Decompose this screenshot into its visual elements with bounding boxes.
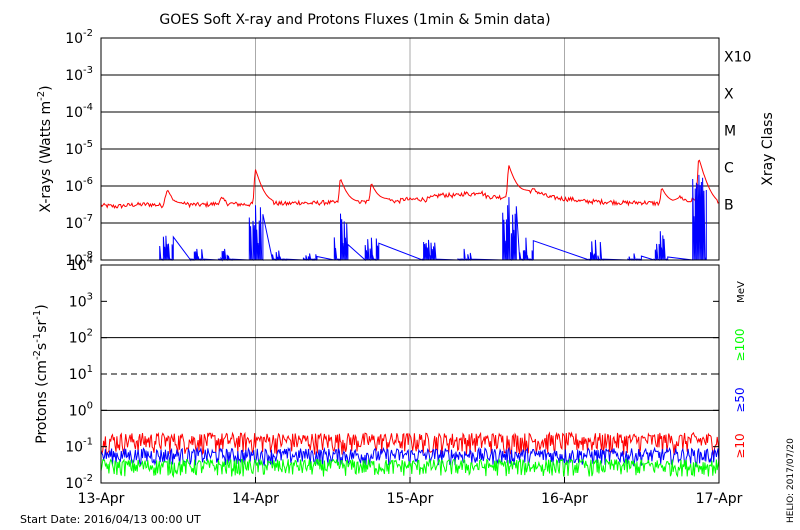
- xray-y-tick-label: 10-8: [65, 250, 93, 269]
- xray-long-channel-line: [100, 159, 720, 210]
- proton-series-line-red: [100, 431, 720, 456]
- xray-y-tick-label: 10-4: [65, 102, 93, 121]
- xray-class-label: B: [724, 198, 734, 214]
- xray-panel: 10-8 10-7 10-6 10-5 10-4 10-3 10-2 B C M X X10 X-r…: [36, 28, 776, 269]
- proton-panel: 10-2 10-1 100 101 102 103 104 13-Apr 14-Apr 15-A…: [32, 255, 747, 507]
- xray-y-ticks: 10-8 10-7 10-6 10-5 10-4 10-3 10-2: [65, 28, 719, 269]
- proton-y-tick-label: 103: [69, 291, 93, 310]
- proton-x-tick-label: 15-Apr: [387, 491, 434, 507]
- proton-y-tick-label: 102: [69, 328, 93, 347]
- proton-y-tick-label: 10-1: [65, 437, 93, 456]
- xray-y-tick-label: 10-7: [65, 213, 93, 232]
- proton-legend-label: ≥10: [733, 433, 747, 458]
- proton-y-tick-label: 10-2: [65, 473, 93, 492]
- proton-x-tick-label: 16-Apr: [541, 491, 588, 507]
- xray-y-axis-label: X-rays (Watts m-2): [36, 85, 54, 212]
- xray-y-tick-label: 10-5: [65, 139, 93, 158]
- proton-y-ticks: 10-2 10-1 100 101 102 103 104: [65, 255, 719, 492]
- xray-y-tick-label: 10-2: [65, 28, 93, 47]
- proton-x-tick-label: 14-Apr: [232, 491, 279, 507]
- xray-y-tick-label: 10-3: [65, 65, 93, 84]
- chart-title: GOES Soft X-ray and Protons Fluxes (1min…: [159, 12, 550, 28]
- xray-class-label: M: [724, 124, 736, 140]
- proton-y-tick-label: 101: [69, 364, 93, 383]
- proton-legend-label: ≥50: [733, 387, 747, 412]
- proton-x-tick-label: 13-Apr: [78, 491, 125, 507]
- xray-class-labels: B C M X X10: [724, 50, 751, 214]
- credit-label: HELIO: 2017/07/20: [786, 438, 796, 523]
- proton-gridlines: [101, 265, 719, 483]
- xray-class-label: C: [724, 161, 734, 177]
- xray-y-tick-label: 10-6: [65, 176, 93, 195]
- xray-short-channel-line: [159, 174, 707, 262]
- start-date-label: Start Date: 2016/04/13 00:00 UT: [20, 513, 201, 526]
- xray-gridlines: [101, 38, 719, 260]
- xray-class-axis-label: Xray Class: [760, 112, 776, 186]
- proton-legend-label: ≥100: [733, 329, 747, 362]
- proton-x-ticks: 13-Apr 14-Apr 15-Apr 16-Apr 17-Apr: [78, 477, 743, 507]
- proton-energy-unit-label: MeV: [736, 281, 747, 303]
- proton-y-tick-label: 104: [69, 255, 93, 274]
- proton-series-line-blue: [100, 446, 720, 468]
- proton-x-tick-label: 17-Apr: [696, 491, 743, 507]
- xray-class-label: X: [724, 87, 734, 103]
- proton-energy-legend: MeV ≥10 ≥50 ≥100: [733, 281, 747, 459]
- proton-series-line-green: [100, 457, 720, 479]
- xray-series: [100, 159, 720, 262]
- xray-class-label: X10: [724, 50, 751, 66]
- proton-y-axis-label: Protons (cm-2s-1sr-1): [32, 304, 50, 443]
- proton-series: [100, 431, 720, 479]
- proton-y-tick-label: 100: [69, 400, 93, 419]
